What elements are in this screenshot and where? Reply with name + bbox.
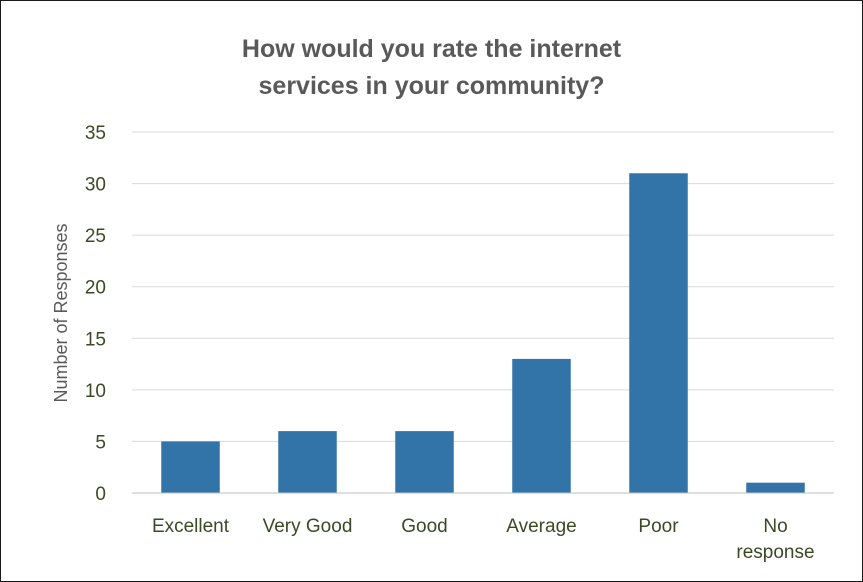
y-tick-label: 25: [85, 226, 106, 247]
y-tick-label: 20: [85, 278, 106, 299]
gridlines: [132, 131, 834, 442]
x-tick-label: No response: [736, 516, 814, 563]
y-tick-label: 35: [85, 123, 106, 144]
y-axis-title: Number of Responses: [51, 223, 71, 402]
bar-no-response: [746, 482, 805, 493]
x-tick-label: Poor: [638, 516, 679, 537]
y-tick-label: 10: [85, 381, 106, 402]
y-tick-label: 5: [95, 432, 106, 453]
y-tick-labels: 0 5 10 15 20 25 30 35: [85, 123, 106, 505]
x-tick-label: Average: [506, 516, 576, 537]
y-tick-label: 0: [95, 484, 106, 505]
x-tick-label: Very Good: [263, 516, 353, 537]
bar-good: [395, 431, 454, 493]
x-tick-label: Excellent: [152, 516, 230, 537]
bar-average: [512, 358, 571, 493]
y-tick-label: 15: [85, 329, 106, 350]
x-tick-labels: Excellent Very Good Good Average Poor No respo…: [152, 516, 815, 563]
chart-title: How would you rate the internet services…: [241, 35, 622, 100]
bar-poor: [629, 173, 688, 493]
y-tick-label: 30: [85, 175, 106, 196]
bar-excellent: [161, 441, 220, 493]
x-tick-label: Good: [401, 516, 447, 537]
bar-very-good: [278, 431, 337, 493]
bars: [161, 173, 805, 493]
